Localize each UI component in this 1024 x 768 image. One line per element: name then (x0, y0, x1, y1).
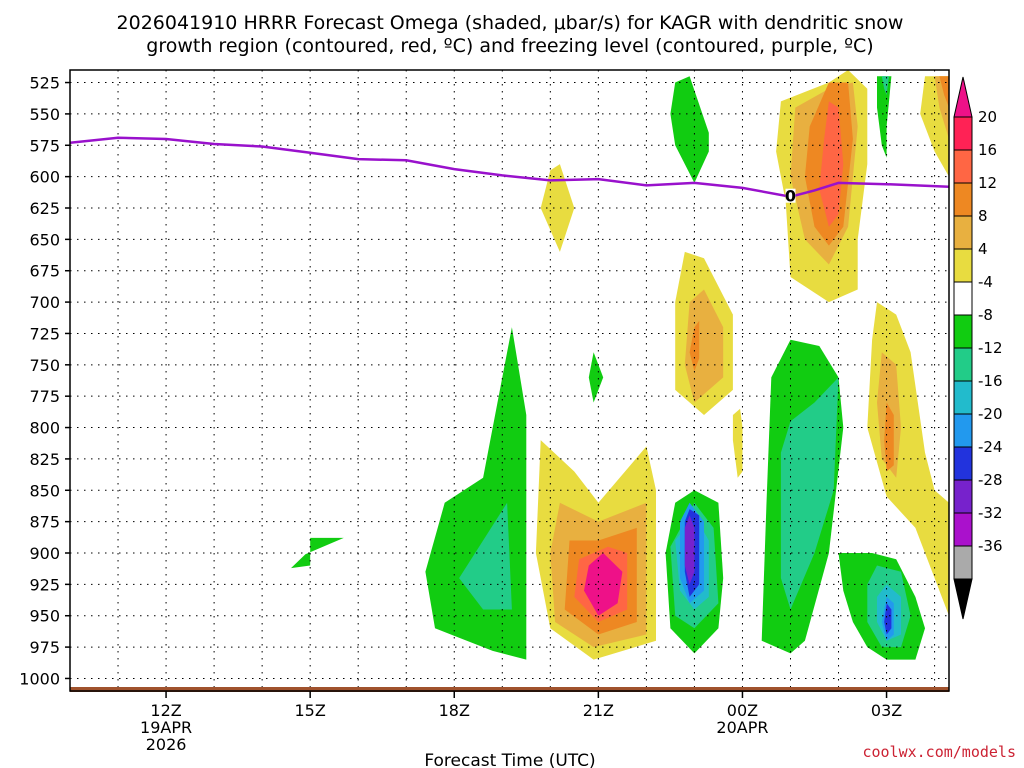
omega-region-updraft-1 (291, 537, 344, 569)
colorbar-swatch-2 (953, 182, 973, 217)
y-tick-label-975: 975 (29, 638, 60, 657)
colorbar-label-9: -20 (978, 405, 1003, 423)
colorbar-swatch-9 (953, 413, 973, 448)
freezing-level-layer: 0 (70, 136, 949, 206)
omega-shading (291, 70, 949, 660)
x-axis-label: Forecast Time (UTC) (424, 751, 595, 768)
credit-text: coolwx.com/models (862, 743, 1016, 761)
title-line-2: growth region (contoured, red, ºC) and f… (146, 35, 873, 57)
y-axis-ticks: 525 550 575 600 625 650 675 700 725 750 775 800 825 8… (19, 74, 70, 688)
omega-region-downdraft-1 (540, 164, 575, 252)
y-tick-label-900: 900 (29, 544, 60, 563)
colorbar-swatch-11 (953, 479, 973, 514)
omega-region-updraft-8 (877, 76, 892, 158)
colorbar-swatch-7 (953, 347, 973, 382)
omega-region-downdraft-4 (732, 408, 743, 478)
omega-region-updraft-3 (588, 352, 604, 403)
colorbar-label-6: -8 (978, 306, 993, 324)
omega-region-downdraft-3-12 (689, 320, 700, 372)
freezing-level-label: 0 (785, 187, 796, 206)
freezing-level-line (70, 136, 949, 198)
omega-region-updraft-6-8 (780, 377, 839, 610)
y-tick-label-950: 950 (29, 607, 60, 626)
y-tick-label-1000: 1000 (19, 669, 60, 688)
omega-region-updraft-8-core (881, 76, 889, 96)
freezing-label-bg (785, 188, 796, 203)
title-line-1: 2026041910 HRRR Forecast Omega (shaded, … (117, 12, 904, 34)
colorbar-label-11: -28 (978, 471, 1003, 489)
omega-region-updraft-4 (670, 76, 709, 183)
y-tick-label-550: 550 (29, 105, 60, 124)
y-tick-label-750: 750 (29, 356, 60, 375)
x-tick-label: 20APR (716, 718, 768, 737)
y-tick-label-825: 825 (29, 450, 60, 469)
ground-strip (70, 687, 949, 692)
omega-region-updraft-5-28 (684, 515, 695, 585)
y-tick-label-700: 700 (29, 293, 60, 312)
y-tick-label-875: 875 (29, 513, 60, 532)
y-tick-label-575: 575 (29, 136, 60, 155)
y-tick-label-600: 600 (29, 168, 60, 187)
x-tick-label: 19APR (140, 718, 192, 737)
x-tick-label: 15Z (294, 701, 325, 720)
colorbar-swatch-6 (953, 314, 973, 349)
colorbar-label-3: 8 (978, 207, 988, 225)
y-tick-label-775: 775 (29, 387, 60, 406)
x-tick-label: 12Z (150, 701, 181, 720)
x-tick-label: 00Z (727, 701, 758, 720)
omega-region-updraft-7-24 (884, 603, 892, 635)
omega-region-updraft-2-core (459, 502, 512, 610)
colorbar-label-2: 12 (978, 174, 997, 192)
omega-region-downdraft-6-12 (884, 402, 894, 472)
x-tick-label: 2026 (146, 735, 187, 754)
colorbar-label-4: 4 (978, 240, 988, 258)
colorbar-label-7: -12 (978, 339, 1003, 357)
colorbar-swatch-5 (953, 281, 973, 316)
x-tick-label: 03Z (871, 701, 902, 720)
y-tick-label-925: 925 (29, 575, 60, 594)
colorbar-label-8: -16 (978, 372, 1003, 390)
y-tick-label-850: 850 (29, 481, 60, 500)
y-tick-label-675: 675 (29, 262, 60, 281)
y-tick-label-800: 800 (29, 419, 60, 438)
colorbar-swatch-1 (953, 149, 973, 184)
x-tick-label: 18Z (439, 701, 470, 720)
colorbar-swatch-12 (953, 512, 973, 547)
colorbar-swatch-3 (953, 215, 973, 250)
colorbar-label-12: -32 (978, 504, 1003, 522)
y-tick-label-525: 525 (29, 74, 60, 93)
colorbar-swatch-10 (953, 446, 973, 481)
colorbar-swatch-0 (953, 116, 973, 151)
y-tick-label-625: 625 (29, 199, 60, 218)
y-tick-label-725: 725 (29, 324, 60, 343)
plot-frame (69, 69, 950, 692)
omega-region-downdraft-7-12 (939, 76, 949, 108)
colorbar-label-0: 20 (978, 108, 997, 126)
colorbar-swatch-8 (953, 380, 973, 415)
colorbar-swatch-13 (953, 545, 973, 580)
colorbar-label-1: 16 (978, 141, 997, 159)
omega-region-downdraft-3-8 (684, 289, 724, 403)
colorbar-swatch-4 (953, 248, 973, 283)
y-tick-label-650: 650 (29, 230, 60, 249)
omega-region-downdraft-5-16 (819, 101, 844, 227)
colorbar-label-10: -24 (978, 438, 1003, 456)
colorbar: 20 16 12 8 4 -4 -8 -12 -16 -20 -24 -28 -32 -36 (953, 76, 1003, 620)
colorbar-bottom-arrow (953, 578, 973, 620)
colorbar-label-5: -4 (978, 273, 993, 291)
colorbar-top-arrow (953, 76, 973, 118)
colorbar-label-13: -36 (978, 537, 1003, 555)
x-tick-label: 21Z (583, 701, 614, 720)
